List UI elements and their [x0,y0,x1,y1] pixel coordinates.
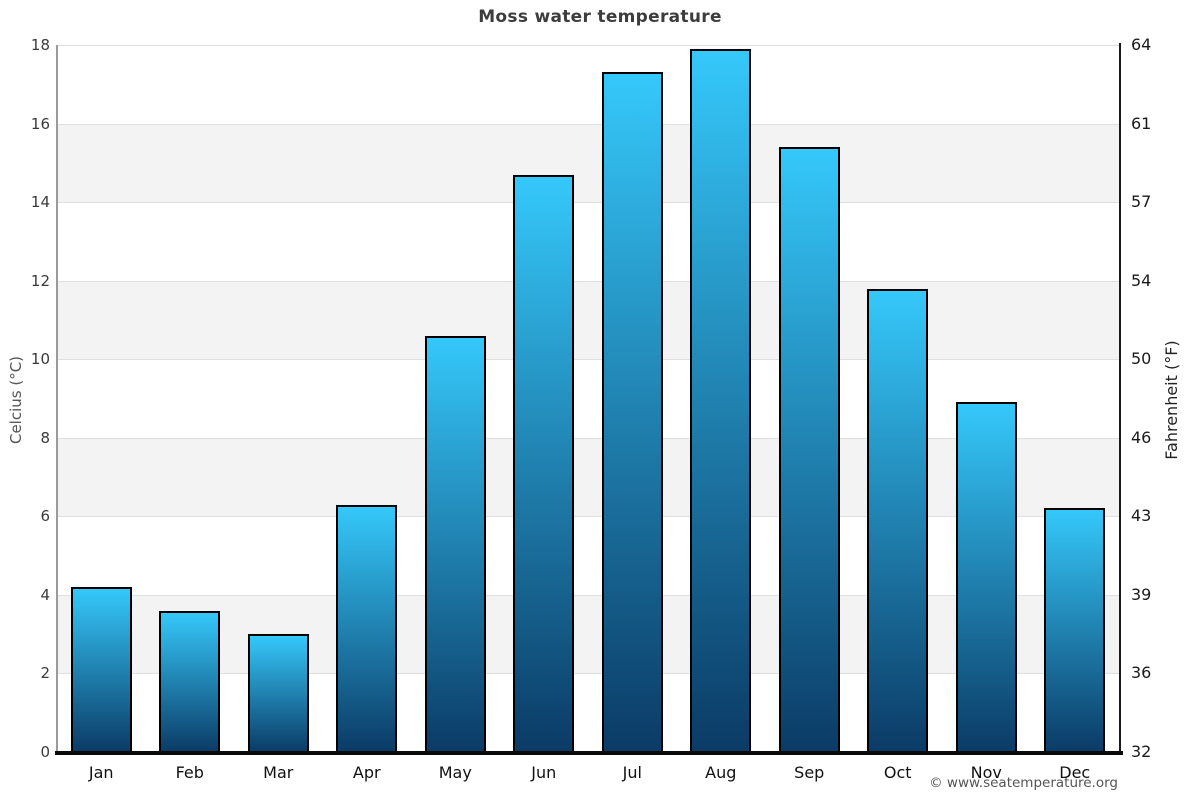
bar-oct [867,288,929,752]
bar-feb [159,610,221,752]
y-tick-label-fahrenheit: 43 [1131,506,1152,526]
y-tick-label-fahrenheit: 54 [1131,270,1152,290]
x-tick-label-jun: Jun [531,763,557,782]
gridline [57,594,1119,596]
y-tick-label-fahrenheit: 46 [1131,427,1152,447]
y-tick-label-fahrenheit: 50 [1131,349,1152,369]
y-tick-label-celsius: 8 [40,428,50,447]
bar-nov [955,402,1017,752]
bar-jun [513,174,575,752]
grid-band [57,516,1119,595]
bar-mar [247,634,309,752]
y-tick-label-celsius: 18 [30,36,50,54]
bar-sep [778,147,840,752]
gridline [57,202,1119,204]
grid-band [57,202,1119,281]
y-tick-label-celsius: 10 [30,350,50,369]
chart-title: Moss water temperature [478,7,722,27]
y-tick-label-fahrenheit: 64 [1131,35,1152,54]
y-tick-label-celsius: 16 [30,114,50,133]
y-tick-label-fahrenheit: 36 [1131,663,1152,683]
gridline [57,437,1119,439]
grid-band [57,594,1119,674]
y-tick-label-celsius: 12 [30,271,50,290]
gridline [57,359,1119,361]
gridline [57,516,1119,518]
x-tick-label-jan: Jan [88,763,114,782]
bar-aug [690,48,752,752]
right-axis-line [1119,43,1121,755]
gridline [57,45,1119,46]
grid-band [57,45,1119,124]
grid-band [57,280,1119,360]
y-tick-label-celsius: 0 [40,743,50,761]
y-tick-label-fahrenheit: 61 [1131,113,1152,133]
left-axis-line [56,45,58,752]
bottom-axis-line [55,751,1123,755]
grid-band [57,123,1119,203]
x-tick-label-sep: Sep [794,763,825,782]
x-tick-label-nov: Nov [970,763,1002,782]
bar-may [424,335,486,752]
gridline [57,673,1119,675]
y-tick-label-celsius: 6 [40,507,50,526]
bar-apr [336,504,398,752]
y-axis-label-fahrenheit: Fahrenheit (°F) [1162,340,1181,460]
x-tick-label-may: May [438,763,472,782]
y-tick-label-fahrenheit: 57 [1131,192,1152,212]
gridline [57,123,1119,125]
y-axis-label-celsius: Celcius (°C) [7,355,25,445]
y-tick-label-celsius: 2 [40,664,50,683]
x-tick-label-dec: Dec [1059,763,1091,782]
bar-dec [1044,508,1106,752]
bar-jul [601,72,663,752]
grid-band [57,359,1119,438]
grid-band [57,673,1119,752]
x-tick-label-feb: Feb [175,763,204,782]
gridline [57,280,1119,282]
x-tick-label-mar: Mar [263,763,294,782]
y-tick-label-fahrenheit: 32 [1131,742,1152,761]
y-tick-label-fahrenheit: 39 [1131,584,1152,604]
x-tick-label-oct: Oct [883,763,912,782]
x-tick-label-aug: Aug [705,763,737,782]
x-tick-label-apr: Apr [352,763,381,782]
copyright-text: © www.seatemperature.org [929,775,1118,791]
y-tick-label-celsius: 14 [30,193,50,212]
plot-area [57,45,1119,753]
x-tick-label-jul: Jul [622,763,642,782]
bar-jan [70,587,132,752]
y-tick-label-celsius: 4 [40,585,50,604]
grid-band [57,437,1119,517]
